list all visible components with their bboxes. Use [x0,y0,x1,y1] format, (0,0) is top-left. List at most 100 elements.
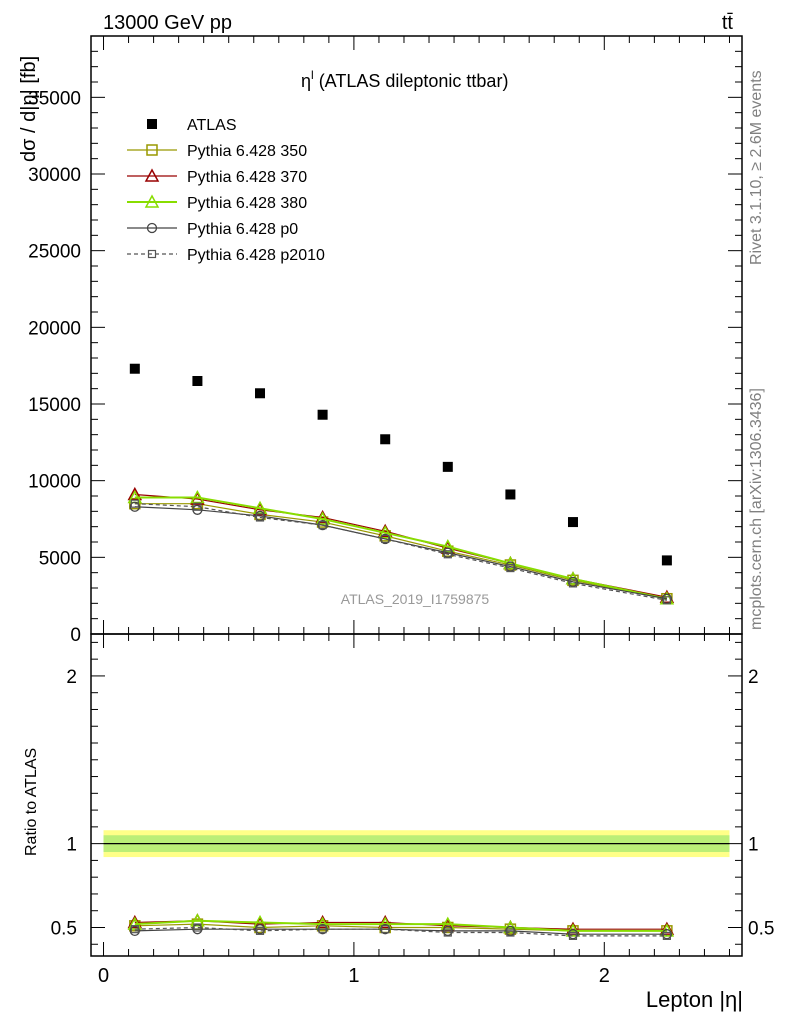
ratio-point [442,925,453,936]
data-point [318,521,327,530]
series-line [134,506,667,600]
data-point [129,501,140,512]
ratio-point [127,914,143,929]
ratio-point [190,913,205,927]
data-point [190,489,205,504]
data-point [255,388,266,399]
legend-label: Pythia 6.428 380 [187,195,307,212]
ratio-point [661,929,673,940]
y-tick-label-main: 0 [70,625,81,646]
title-sup: l [311,68,314,82]
series-pythia-6-428-350 [129,497,673,605]
y-tick-label-main: 25000 [28,242,81,263]
data-point [568,579,578,588]
data-point [506,563,515,573]
data-point [129,363,140,374]
data-point [192,376,203,386]
y-tick-label-main: 10000 [28,472,81,493]
legend-marker [147,249,157,259]
rivet-label: Rivet 3.1.10, ≥ 2.6M events [748,70,765,265]
xlabel: Lepton |η| [646,987,743,1012]
legend-label: Pythia 6.428 p0 [187,221,298,238]
legend-marker [147,119,157,129]
data-point [661,555,672,566]
data-point [193,502,202,511]
plot-title: ηl (ATLAS dileptonic ttbar) [301,68,508,91]
data-point [127,486,143,501]
data-point [443,550,452,559]
legend-entry-pythia-6-428-380: Pythia 6.428 380 [127,194,307,212]
ratio-point [505,925,516,936]
y-tick-label-main: 5000 [39,548,81,569]
legend-marker [146,222,158,234]
ratio-line [134,928,667,935]
y-tick-label-ratio-right: 2 [748,667,759,688]
y-tick-label-main: 35000 [28,88,81,109]
legend-label: Pythia 6.428 350 [187,143,307,160]
y-tick-label-ratio: 1 [66,835,77,856]
data-point [130,499,139,508]
ratio-point [381,925,390,934]
ratio-plot-area: 0 1 2 0.5 0.5 1 1 2 2 [51,633,774,987]
ratio-series-pythia-6-428-p2010 [130,923,671,940]
ratio-frame-border [90,633,743,957]
ratio-point [254,924,266,935]
process-label: tt̄ [722,12,734,34]
data-point [317,409,328,420]
series-atlas [129,363,672,566]
y-tick-label-ratio-right: 0.5 [748,918,774,939]
data-point [505,489,516,500]
legend-label: Pythia 6.428 p2010 [187,247,325,264]
data-point [252,500,268,515]
series-pythia-6-428-p0 [129,501,673,604]
data-point [192,504,203,515]
ratio-point [567,929,579,940]
analysis-label: ATLAS_2019_I1759875 [341,591,490,607]
data-point [381,534,390,544]
ratio-point [192,924,203,935]
data-point [440,539,456,553]
ratio-point [506,928,515,937]
legend-entry-pythia-6-428-370: Pythia 6.428 370 [127,168,307,186]
ratio-point [129,925,140,936]
data-point [567,517,578,528]
x-tick-label: 1 [348,965,359,987]
ratio-point [318,925,327,934]
legend-marker [144,194,160,208]
ratio-point [568,931,578,940]
ratio-point [193,923,202,932]
series-line [134,503,667,601]
data-point [380,434,391,445]
x-tick-label: 0 [98,965,109,987]
ratio-point [443,928,452,937]
y-tick-label-ratio: 0.5 [51,918,77,939]
legend: ATLAS Pythia 6.428 350 Pythia 6.428 370 Pyt… [127,117,325,264]
ratio-point [255,926,265,935]
data-point [380,533,391,545]
series-pythia-6-428-p2010 [130,499,671,605]
y-tick-label-main: 20000 [28,318,81,339]
title-main: η [301,71,311,91]
main-ylabel: dσ / d|η| [fb] [18,56,40,162]
legend-entry-atlas: ATLAS [147,117,237,134]
data-point [129,497,141,510]
series-line [134,496,668,600]
data-point [377,525,393,539]
data-point [662,596,671,605]
y-tick-label-main: 15000 [28,395,81,416]
data-point [442,461,453,472]
legend-label: ATLAS [187,117,237,134]
energy-label: 13000 GeV pp [103,12,232,34]
title-rest: (ATLAS dileptonic ttbar) [314,71,509,91]
ratio-point [315,914,330,929]
mcplots-label: mcplots.cern.ch [arXiv:1306.3436] [748,388,765,630]
ratio-point [130,925,139,934]
legend-entry-pythia-6-428-p0: Pythia 6.428 p0 [127,221,298,238]
ratio-ylabel: Ratio to ATLAS [23,748,40,856]
x-tick-label: 2 [599,965,610,987]
y-tick-label-main: 30000 [28,165,81,186]
legend-entry-pythia-6-428-p2010: Pythia 6.428 p2010 [127,247,325,264]
data-point [255,513,265,522]
legend-marker [144,168,160,182]
